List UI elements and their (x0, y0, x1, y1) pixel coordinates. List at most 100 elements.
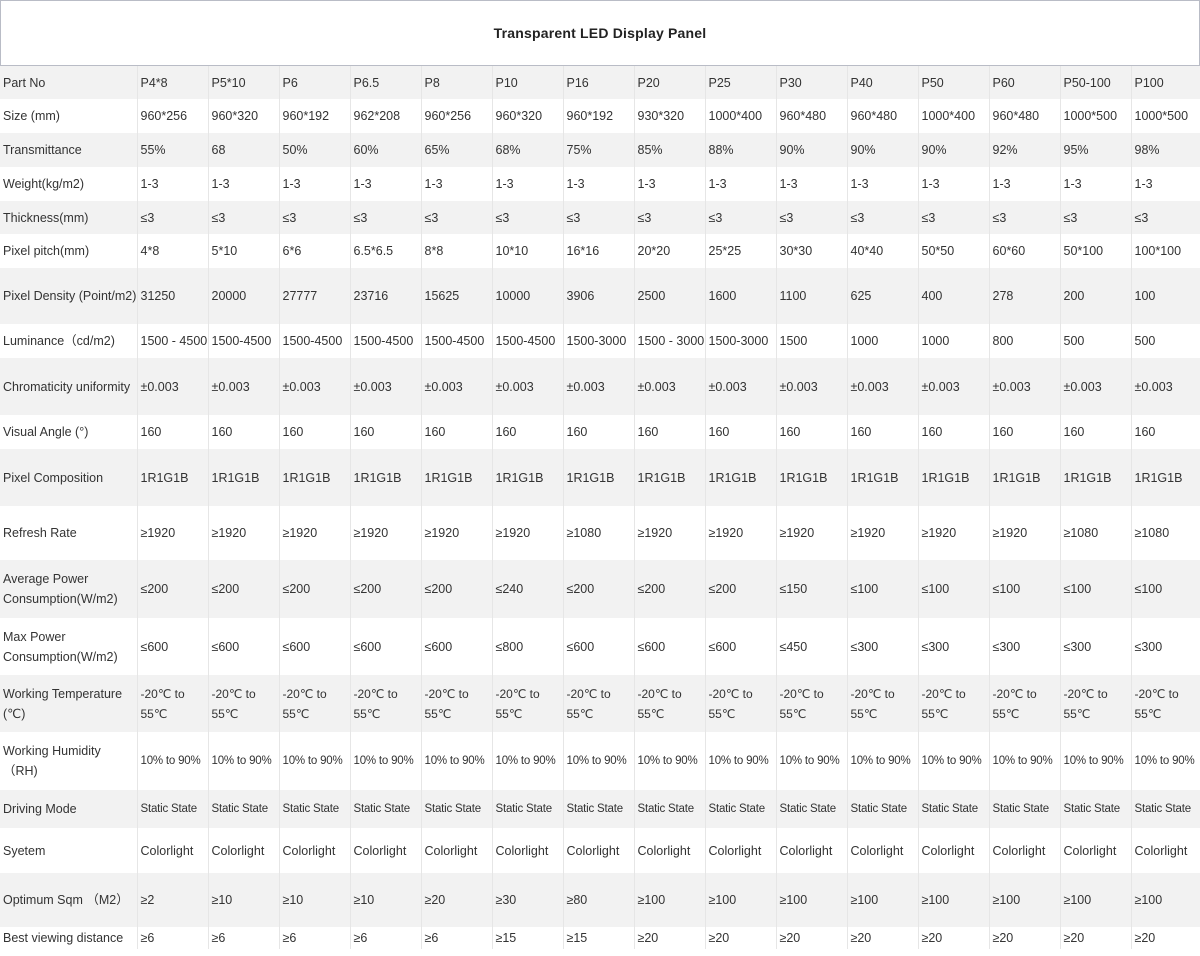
table-cell: P50-100 (1059, 66, 1131, 99)
table-cell: 1-3 (633, 167, 705, 201)
table-cell: Static State (988, 790, 1060, 828)
table-cell: 10% to 90% (1130, 732, 1200, 790)
table-cell: -20℃ to 55℃ (136, 675, 208, 732)
row-label: Transmittance (0, 133, 137, 167)
row-label: Thickness(mm) (0, 201, 137, 234)
table-cell: Colorlight (633, 828, 705, 873)
table-cell: ≥20 (846, 927, 918, 949)
table-cell: ≥1920 (775, 506, 847, 560)
table-cell: 10% to 90% (633, 732, 705, 790)
table-cell: ≤3 (1130, 201, 1200, 234)
table-cell: ≤450 (775, 618, 847, 675)
table-cell: 1R1G1B (420, 449, 492, 506)
table-cell: 160 (775, 415, 847, 449)
table-cell: ≤200 (633, 560, 705, 618)
table-cell: 1500-4500 (420, 324, 492, 358)
spec-table-body: Part No P4*8 P5*10 P6 P6.5 P8 P10 P16 P20 P25 P30 P… (0, 66, 1200, 949)
table-cell: ≥1920 (633, 506, 705, 560)
table-cell: 160 (917, 415, 989, 449)
table-cell: ≥30 (491, 873, 563, 927)
table-cell: ≤3 (846, 201, 918, 234)
table-cell: Colorlight (917, 828, 989, 873)
table-cell: ≥6 (278, 927, 350, 949)
table-cell: Colorlight (349, 828, 421, 873)
table-cell: -20℃ to 55℃ (278, 675, 350, 732)
table-cell: ≥2 (136, 873, 208, 927)
table-cell: ≥20 (633, 927, 705, 949)
table-cell: 3906 (562, 268, 634, 324)
table-cell: 1R1G1B (562, 449, 634, 506)
table-cell: 65% (420, 133, 492, 167)
table-cell: 88% (704, 133, 776, 167)
table-cell: P100 (1130, 66, 1200, 99)
table-cell: ≤200 (278, 560, 350, 618)
table-cell: Static State (1130, 790, 1200, 828)
table-cell: ≥1920 (917, 506, 989, 560)
table-cell: P6 (278, 66, 350, 99)
table-cell: P30 (775, 66, 847, 99)
table-cell: ≥1920 (704, 506, 776, 560)
table-cell: 20*20 (633, 234, 705, 268)
table-cell: 10*10 (491, 234, 563, 268)
table-row: Average Power Consumption(W/m2) ≤200 ≤200 ≤… (0, 560, 1200, 618)
table-cell: 20000 (207, 268, 279, 324)
table-cell: ≤200 (704, 560, 776, 618)
table-cell: 85% (633, 133, 705, 167)
table-cell: -20℃ to 55℃ (704, 675, 776, 732)
row-label: Part No (0, 66, 137, 99)
table-cell: ≤600 (562, 618, 634, 675)
table-cell: ≤300 (917, 618, 989, 675)
table-cell: 100*100 (1130, 234, 1200, 268)
row-label: Best viewing distance (0, 927, 137, 949)
table-cell: 1R1G1B (846, 449, 918, 506)
table-cell: ≤3 (704, 201, 776, 234)
table-cell: P60 (988, 66, 1060, 99)
table-cell: ≥6 (420, 927, 492, 949)
table-cell: Colorlight (278, 828, 350, 873)
table-cell: -20℃ to 55℃ (349, 675, 421, 732)
table-cell: 1R1G1B (207, 449, 279, 506)
table-row: Chromaticity uniformity ±0.003 ±0.003 ±0.00… (0, 358, 1200, 415)
row-label: Working Humidity （RH) (0, 732, 137, 790)
table-cell: 100 (1130, 268, 1200, 324)
row-label: Luminance（cd/m2) (0, 324, 137, 358)
table-cell: ≤3 (136, 201, 208, 234)
table-cell: 1R1G1B (988, 449, 1060, 506)
table-cell: ±0.003 (1059, 358, 1131, 415)
table-cell: ≤300 (846, 618, 918, 675)
table-cell: 1500-3000 (704, 324, 776, 358)
row-label: Working Temperature (℃) (0, 675, 137, 732)
table-cell: 50*50 (917, 234, 989, 268)
table-cell: 1R1G1B (704, 449, 776, 506)
table-cell: 10% to 90% (704, 732, 776, 790)
table-cell: 1500-4500 (278, 324, 350, 358)
table-cell: 1R1G1B (349, 449, 421, 506)
table-row: Part No P4*8 P5*10 P6 P6.5 P8 P10 P16 P20 P25 P30 P… (0, 66, 1200, 99)
table-cell: ≤3 (775, 201, 847, 234)
table-cell: 1-3 (704, 167, 776, 201)
table-cell: ≥20 (1059, 927, 1131, 949)
row-label: Syetem (0, 828, 137, 873)
table-cell: 160 (420, 415, 492, 449)
table-cell: 68 (207, 133, 279, 167)
table-cell: ≤3 (278, 201, 350, 234)
table-row: Pixel pitch(mm) 4*8 5*10 6*6 6.5*6.5 8*8 10*10… (0, 234, 1200, 268)
table-cell: ≤600 (207, 618, 279, 675)
table-cell: Colorlight (775, 828, 847, 873)
table-cell: ≥20 (420, 873, 492, 927)
table-cell: 1-3 (491, 167, 563, 201)
table-cell: ≤3 (420, 201, 492, 234)
table-cell: 160 (136, 415, 208, 449)
table-cell: ≤100 (1130, 560, 1200, 618)
table-cell: ≤3 (491, 201, 563, 234)
table-cell: 2500 (633, 268, 705, 324)
table-cell: 160 (562, 415, 634, 449)
table-cell: 10% to 90% (1059, 732, 1131, 790)
table-cell: 1-3 (349, 167, 421, 201)
table-cell: Static State (917, 790, 989, 828)
table-cell: 1R1G1B (278, 449, 350, 506)
table-cell: 8*8 (420, 234, 492, 268)
table-cell: 15625 (420, 268, 492, 324)
row-label: Max Power Consumption(W/m2) (0, 618, 137, 675)
table-cell: ±0.003 (562, 358, 634, 415)
